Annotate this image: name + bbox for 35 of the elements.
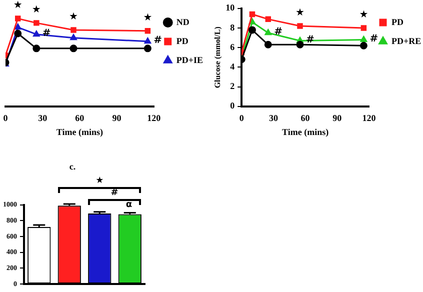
- y-tick-label: 10: [226, 2, 236, 13]
- x-tick-label: 0: [239, 113, 244, 124]
- x-tick-label: 60: [75, 113, 85, 124]
- x-tick-label: 30: [38, 113, 48, 124]
- annotation: #: [154, 34, 162, 46]
- annotation: ★: [69, 12, 78, 23]
- y-tick-label: 4: [230, 62, 236, 72]
- legend-label: PD: [392, 16, 404, 27]
- x-tick-label: 60: [300, 113, 310, 124]
- x-tick-label: 30: [268, 113, 278, 124]
- x-tick-label: 120: [362, 113, 376, 124]
- annotation: ★: [13, 0, 22, 12]
- text: ★: [96, 176, 104, 186]
- annotation: α: [126, 200, 132, 210]
- x-axis-title: Time (mins): [56, 126, 103, 137]
- legend-label: PD+IE: [176, 54, 204, 65]
- legend-label: ND: [176, 16, 190, 27]
- annotation: ★: [143, 12, 152, 24]
- y-tick-label: 0: [230, 100, 236, 111]
- chart-title: c.: [69, 162, 76, 172]
- y-axis-title: Glucose (mmol/L): [212, 26, 222, 88]
- y-tick-label: 8: [230, 22, 236, 32]
- annotation: ★: [32, 4, 41, 16]
- annotation: #: [274, 26, 283, 38]
- annotation: ★: [359, 10, 368, 21]
- x-tick-label: 90: [332, 113, 342, 124]
- annotation: ★: [296, 8, 305, 19]
- y-tick-label: 2: [230, 81, 236, 92]
- x-tick-label: 120: [147, 113, 162, 124]
- y-tick-label: 6: [230, 42, 236, 52]
- x-tick-label: 90: [112, 113, 122, 124]
- legend-label: PD+RE: [392, 36, 422, 46]
- annotation: #: [370, 33, 378, 44]
- legend-label: PD: [176, 36, 189, 46]
- x-axis-title: Time (mins): [282, 126, 329, 137]
